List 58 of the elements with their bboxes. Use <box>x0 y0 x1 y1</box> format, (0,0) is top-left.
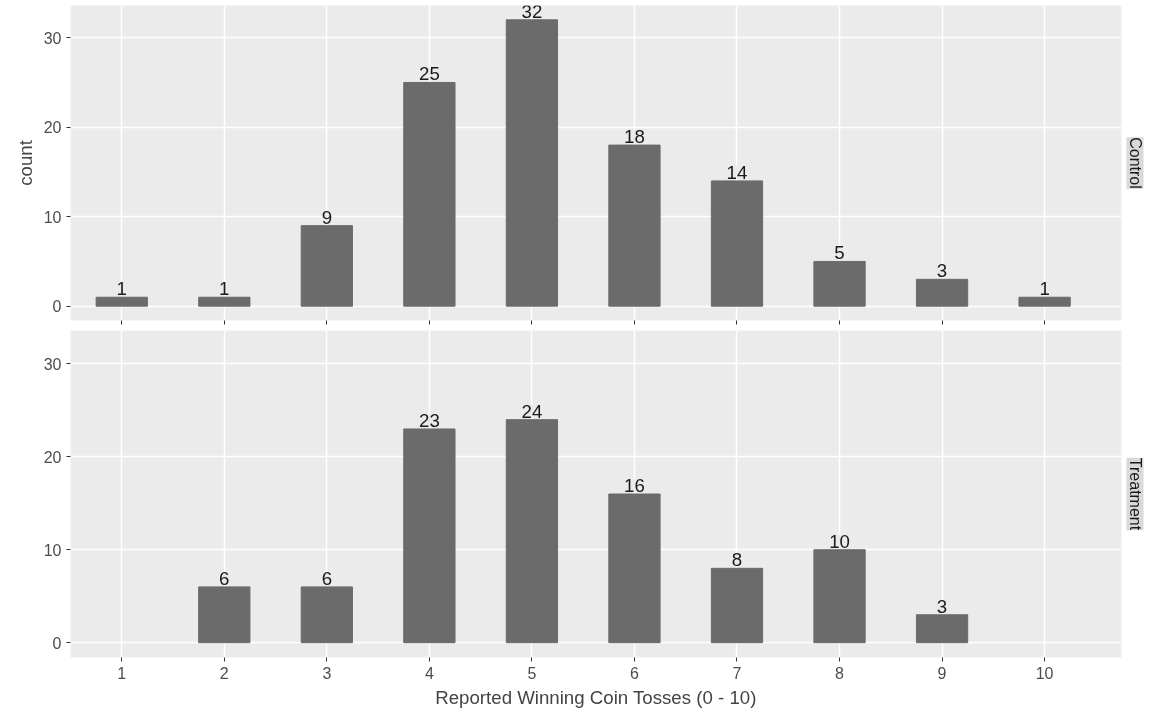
bar <box>403 428 456 644</box>
data-label: 1 <box>219 278 230 300</box>
bar <box>300 225 353 307</box>
data-label: 6 <box>321 567 333 589</box>
bar <box>1018 296 1071 307</box>
data-label: 16 <box>624 475 645 496</box>
data-label: 3 <box>936 595 948 617</box>
x-tick-label: 9 <box>937 664 947 682</box>
bar <box>505 19 559 307</box>
data-label: 8 <box>731 549 743 571</box>
data-label: 3 <box>936 260 948 282</box>
data-label: 25 <box>419 63 440 85</box>
bar <box>198 296 251 307</box>
data-label: 18 <box>624 126 645 148</box>
y-tick-label: 0 <box>52 634 62 652</box>
bar <box>505 419 559 644</box>
y-tick-label: 10 <box>43 541 62 559</box>
y-tick-label: 20 <box>43 448 62 466</box>
y-tick-label: 0 <box>52 298 62 316</box>
y-tick-label: 20 <box>43 119 62 137</box>
x-tick-label: 6 <box>630 664 639 682</box>
data-label: 9 <box>321 206 333 228</box>
x-tick-label: 5 <box>527 664 537 682</box>
bar <box>300 586 353 644</box>
bar <box>198 586 251 644</box>
data-label: 5 <box>834 242 845 264</box>
x-tick-label: 3 <box>322 664 332 682</box>
bar <box>915 614 969 644</box>
data-label: 32 <box>521 0 543 22</box>
data-label: 10 <box>829 530 850 552</box>
x-tick-label: 10 <box>1035 664 1054 682</box>
y-tick-label: 10 <box>43 208 62 226</box>
x-tick-label: 2 <box>219 664 229 682</box>
data-label: 1 <box>116 278 127 300</box>
y-tick-label: 30 <box>43 355 62 373</box>
x-tick-label: 1 <box>117 664 127 682</box>
bar <box>95 296 148 307</box>
x-tick-label: 7 <box>732 664 742 682</box>
bar <box>915 278 969 307</box>
bar <box>710 180 764 307</box>
x-tick-label: 4 <box>424 664 434 682</box>
x-tick-label: 8 <box>835 664 845 682</box>
x-axis-title: Reported Winning Coin Tosses (0 - 10) <box>435 686 757 708</box>
bar <box>608 144 661 307</box>
bar <box>813 260 866 307</box>
bar <box>403 81 456 307</box>
bar <box>813 549 866 644</box>
data-label: 1 <box>1039 278 1050 300</box>
bar <box>710 567 764 644</box>
text: Control <box>1126 137 1144 189</box>
data-label: 14 <box>726 161 748 183</box>
y-axis-title: count <box>14 139 36 186</box>
data-label: 6 <box>219 567 230 589</box>
text: Treatment <box>1126 457 1144 531</box>
bar <box>608 493 661 644</box>
y-tick-label: 30 <box>43 29 62 47</box>
data-label: 23 <box>419 409 440 431</box>
data-label: 24 <box>521 400 543 422</box>
